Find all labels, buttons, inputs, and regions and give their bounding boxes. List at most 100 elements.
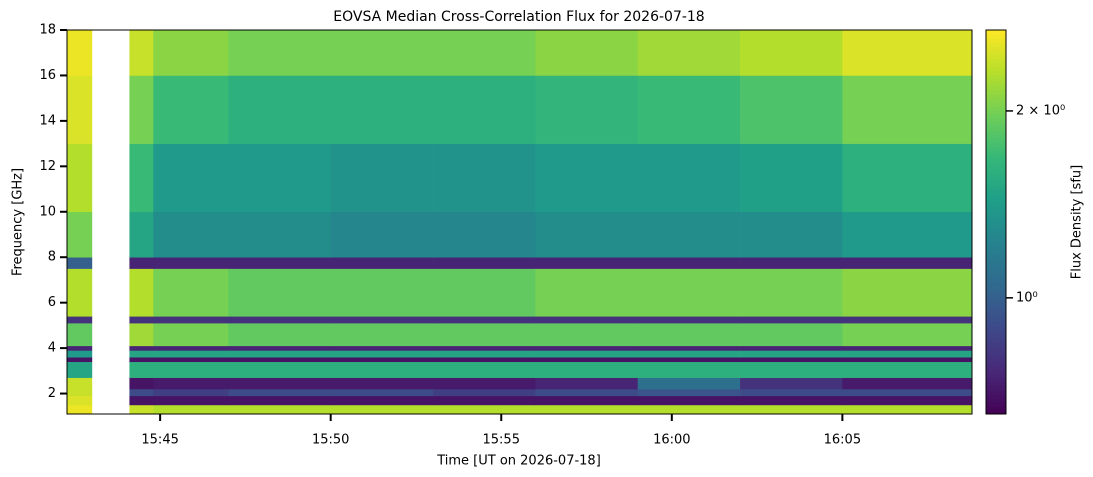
heatmap-cell — [228, 323, 331, 347]
heatmap-cell — [842, 377, 973, 390]
heatmap-cell — [740, 389, 843, 397]
heatmap-cell — [129, 350, 154, 358]
colorbar-swatch — [986, 210, 1006, 215]
heatmap-cell — [67, 345, 93, 351]
y-tick-label: 8 — [48, 250, 56, 265]
colorbar-swatch — [986, 358, 1006, 363]
colorbar-swatch — [986, 214, 1006, 219]
heatmap-cell — [637, 316, 741, 324]
colorbar-label: Flux Density [sfu] — [1070, 165, 1085, 279]
colorbar-swatch — [986, 226, 1006, 231]
colorbar-swatch — [986, 242, 1006, 247]
colorbar-swatch — [986, 330, 1006, 335]
colorbar-swatch — [986, 98, 1006, 103]
heatmap-cell — [535, 316, 638, 324]
heatmap-cell — [330, 357, 434, 363]
heatmap-cell — [740, 257, 843, 269]
heatmap-cell — [535, 357, 638, 363]
heatmap-cell — [637, 257, 741, 269]
colorbar-swatch — [986, 366, 1006, 371]
colorbar-swatch — [986, 54, 1006, 59]
colorbar-swatch — [986, 370, 1006, 375]
colorbar-swatch — [986, 246, 1006, 251]
heatmap-cell — [433, 345, 536, 351]
y-tick-label: 16 — [39, 68, 56, 83]
heatmap-cell — [228, 395, 331, 406]
colorbar-swatch — [986, 46, 1006, 51]
heatmap-cell — [129, 389, 154, 397]
colorbar-swatch — [986, 270, 1006, 275]
heatmap-cell — [740, 357, 843, 363]
heatmap-cell — [637, 75, 741, 144]
heatmap-cell — [740, 30, 843, 76]
colorbar-swatch — [986, 262, 1006, 267]
y-tick-label: 2 — [48, 386, 56, 401]
colorbar-swatch — [986, 42, 1006, 47]
colorbar-swatch — [986, 150, 1006, 155]
heatmap-cell — [129, 377, 154, 390]
colorbar-swatch — [986, 170, 1006, 175]
colorbar-swatch — [986, 174, 1006, 179]
heatmap-cell — [740, 350, 843, 358]
heatmap-cell — [637, 211, 741, 258]
heatmap-cell — [740, 75, 843, 144]
colorbar-swatch — [986, 78, 1006, 83]
heatmap-cell — [637, 389, 741, 397]
colorbar-swatch — [986, 374, 1006, 379]
colorbar-swatch — [986, 130, 1006, 135]
heatmap-cell — [330, 389, 434, 397]
heatmap-cell — [740, 404, 843, 415]
heatmap-cell — [153, 395, 229, 406]
heatmap-cell — [228, 316, 331, 324]
heatmap-cell — [129, 316, 154, 324]
heatmap-cell — [228, 75, 331, 144]
colorbar-swatch — [986, 114, 1006, 119]
heatmap-cell — [535, 75, 638, 144]
heatmap-cell — [228, 377, 331, 390]
heatmap-cell — [67, 377, 93, 390]
colorbar-swatch — [986, 118, 1006, 123]
colorbar-swatch — [986, 34, 1006, 39]
colorbar-swatch — [986, 142, 1006, 147]
heatmap-cell — [228, 143, 331, 213]
heatmap-cell — [842, 268, 973, 317]
colorbar-tick-label: 10⁰ — [1016, 290, 1038, 305]
heatmap-cell — [129, 257, 154, 269]
heatmap-cell — [535, 268, 638, 317]
heatmap-cell — [842, 143, 973, 213]
heatmap-cell — [129, 345, 154, 351]
heatmap-cell — [433, 143, 536, 213]
heatmap-cell — [129, 143, 154, 213]
colorbar-swatch — [986, 318, 1006, 323]
chart-title: EOVSA Median Cross-Correlation Flux for … — [333, 9, 704, 25]
colorbar-swatch — [986, 86, 1006, 91]
heatmap-cell — [535, 377, 638, 390]
heatmap-cell — [433, 268, 536, 317]
heatmap-cell — [637, 377, 741, 390]
heatmap-cell — [637, 323, 741, 347]
heatmap-cell — [228, 211, 331, 258]
heatmap-cell — [330, 323, 434, 347]
colorbar-swatch — [986, 90, 1006, 95]
heatmap-cell — [433, 389, 536, 397]
heatmap-cell — [330, 377, 434, 390]
heatmap-cell — [129, 357, 154, 363]
heatmap-cell — [153, 257, 229, 269]
heatmap-cell — [842, 211, 973, 258]
heatmap-cell — [842, 395, 973, 406]
colorbar-swatch — [986, 222, 1006, 227]
heatmap-cell — [129, 75, 154, 144]
colorbar-swatch — [986, 322, 1006, 327]
colorbar-swatch — [986, 354, 1006, 359]
plot-frame — [66, 29, 973, 415]
heatmap-cell — [433, 404, 536, 415]
heatmap-cell — [842, 257, 973, 269]
colorbar-swatch — [986, 290, 1006, 295]
heatmap-cell — [433, 257, 536, 269]
heatmap-cell — [228, 404, 331, 415]
colorbar-swatch — [986, 134, 1006, 139]
colorbar-swatch — [986, 138, 1006, 143]
heatmap-cell — [67, 395, 93, 406]
heatmap-cell — [330, 361, 434, 378]
